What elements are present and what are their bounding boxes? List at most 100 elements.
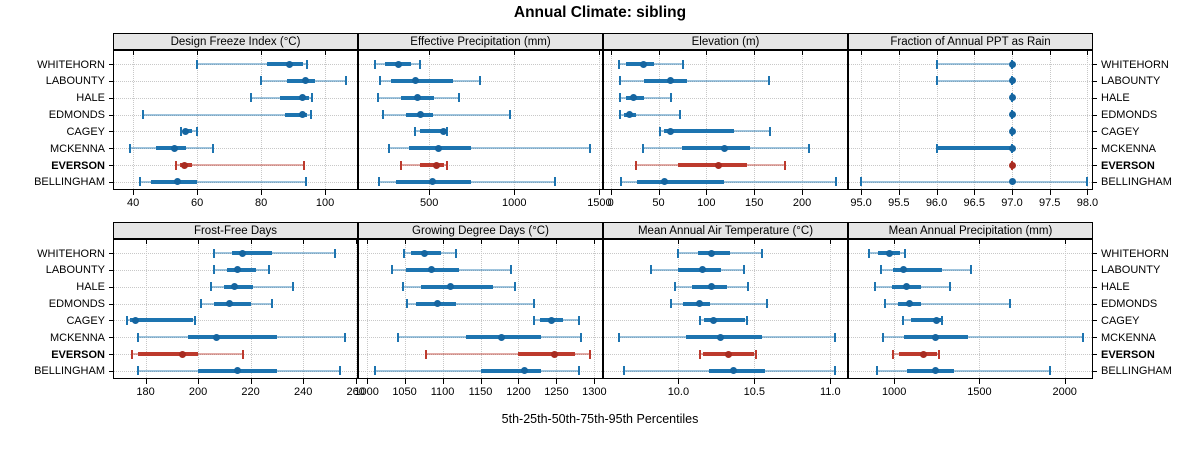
- panel-plot: [358, 239, 603, 379]
- whisker-cap-p5: [180, 126, 183, 136]
- range-25-75: [637, 179, 724, 184]
- whisker-cap-p95: [754, 349, 757, 359]
- axis-top-tick: [250, 240, 252, 244]
- vertical-gridline: [861, 51, 863, 189]
- row-guide-line: [359, 354, 602, 356]
- whisker-cap-p5: [622, 366, 625, 376]
- median-dot: [931, 367, 939, 375]
- axis-top-tick: [514, 51, 516, 55]
- whisker-cap-p95: [508, 110, 511, 120]
- range-25-75: [226, 267, 256, 272]
- median-dot: [299, 94, 307, 102]
- median-dot: [902, 283, 910, 291]
- whisker-cap-p95: [458, 93, 461, 103]
- row-label-right: WHITEHORN: [1101, 58, 1169, 71]
- panel-plot: [603, 50, 848, 190]
- axis-top-tick: [1049, 51, 1051, 55]
- vertical-gridline: [610, 51, 612, 189]
- median-dot: [715, 161, 723, 169]
- range-5-95: [142, 113, 311, 116]
- row-guide-line: [359, 148, 602, 150]
- row-label-right: CAGEY: [1101, 125, 1140, 138]
- median-dot: [667, 127, 675, 135]
- axis-tick: [250, 379, 252, 384]
- range-5-95: [936, 79, 1012, 82]
- vertical-gridline: [1012, 51, 1013, 189]
- vertical-gridline: [133, 51, 135, 189]
- row-guide-line: [849, 253, 1092, 254]
- range-25-75: [419, 129, 446, 134]
- whisker-cap-p5: [532, 315, 535, 325]
- vertical-gridline: [261, 51, 263, 189]
- axis-tick-label: 1100: [430, 386, 455, 398]
- row-guide-line: [604, 97, 847, 99]
- row-tick-left: [109, 337, 113, 339]
- median-dot: [447, 283, 455, 291]
- row-tick-left: [109, 114, 113, 116]
- whisker-cap-p5: [620, 177, 623, 187]
- whisker-cap-p95: [194, 315, 197, 325]
- axis-tick-label: 97.5: [1039, 197, 1061, 209]
- panel-plot: [603, 239, 848, 379]
- range-25-75: [224, 284, 254, 289]
- whisker-cap-p95: [745, 315, 748, 325]
- row-tick-left: [109, 320, 113, 322]
- axis-tick-label: 150: [745, 197, 764, 209]
- vertical-gridline: [198, 240, 200, 378]
- range-25-75: [644, 78, 688, 83]
- whisker-cap-p5: [642, 143, 645, 153]
- row-guide-line: [114, 148, 357, 150]
- axis-tick: [1049, 190, 1051, 195]
- row-guide-line: [114, 80, 357, 82]
- axis-tick: [197, 190, 199, 195]
- range-25-75: [899, 352, 937, 357]
- row-guide-line: [359, 165, 602, 167]
- median-dot: [420, 249, 428, 257]
- whisker-cap-p95: [479, 76, 482, 86]
- whisker-cap-p95: [553, 177, 556, 187]
- axis-top-tick: [936, 51, 938, 55]
- row-label-left: EDMONDS: [48, 109, 105, 122]
- whisker-cap-p95: [514, 282, 517, 292]
- whisker-cap-p5: [141, 110, 144, 120]
- median-dot: [626, 111, 634, 119]
- whisker-cap-p95: [834, 177, 837, 187]
- axis-tick: [706, 190, 708, 195]
- axis-tick-label: 60: [191, 197, 204, 209]
- axis-tick-label: 1000: [881, 386, 907, 398]
- median-dot: [708, 249, 716, 257]
- row-guide-line: [114, 114, 357, 116]
- whisker-cap-p95: [833, 332, 836, 342]
- row-guide-line: [849, 80, 1092, 82]
- panel-strip-title: Mean Annual Air Temperature (°C): [603, 222, 848, 239]
- range-25-75: [150, 179, 198, 184]
- whisker-cap-p95: [904, 248, 907, 258]
- whisker-cap-p5: [619, 93, 622, 103]
- row-label-right: EVERSON: [1101, 159, 1155, 172]
- whisker-cap-p5: [131, 349, 134, 359]
- row-tick-left: [109, 64, 113, 65]
- axis-tick: [261, 190, 263, 195]
- row-label-right: EVERSON: [1101, 348, 1155, 361]
- axis-tick: [429, 190, 431, 195]
- whisker-cap-p5: [210, 282, 213, 292]
- row-guide-line: [359, 269, 602, 271]
- whisker-cap-p95: [578, 366, 581, 376]
- vertical-gridline: [480, 240, 482, 378]
- row-label-right: EDMONDS: [1101, 109, 1158, 122]
- whisker-cap-p95: [196, 126, 199, 136]
- median-dot: [239, 249, 247, 257]
- row-label-left: HALE: [76, 92, 105, 105]
- median-dot: [178, 350, 186, 358]
- range-5-95: [621, 180, 836, 183]
- axis-tick: [1087, 190, 1089, 195]
- whisker-cap-p5: [659, 126, 662, 136]
- whisker-cap-p5: [677, 248, 680, 258]
- median-dot: [1008, 161, 1016, 169]
- range-25-75: [155, 146, 186, 151]
- whisker-cap-p5: [376, 93, 379, 103]
- row-guide-line: [359, 64, 602, 65]
- range-25-75: [421, 284, 493, 289]
- whisker-cap-p5: [379, 76, 382, 86]
- axis-top-tick: [754, 240, 756, 244]
